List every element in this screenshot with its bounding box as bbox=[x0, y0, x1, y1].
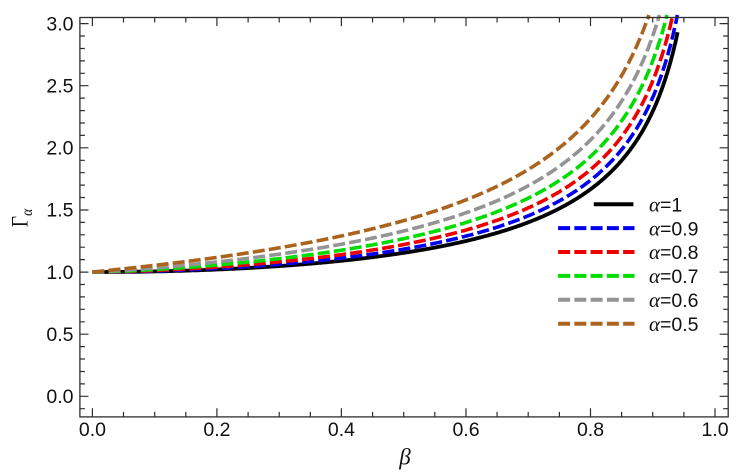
svg-text:0.4: 0.4 bbox=[328, 419, 355, 441]
svg-text:α=0.6: α=0.6 bbox=[649, 288, 699, 312]
svg-text:3.0: 3.0 bbox=[46, 13, 73, 35]
svg-text:0.5: 0.5 bbox=[46, 324, 73, 346]
svg-text:2.5: 2.5 bbox=[46, 75, 73, 97]
svg-text:0.8: 0.8 bbox=[577, 419, 604, 441]
svg-text:α=0.7: α=0.7 bbox=[649, 264, 699, 288]
svg-text:1.0: 1.0 bbox=[46, 262, 73, 284]
svg-text:α=0.5: α=0.5 bbox=[649, 312, 699, 336]
svg-text:α=1: α=1 bbox=[649, 192, 682, 216]
svg-text:2.0: 2.0 bbox=[46, 138, 73, 160]
svg-text:α=0.8: α=0.8 bbox=[649, 240, 699, 264]
svg-text:1.0: 1.0 bbox=[701, 419, 728, 441]
svg-text:α=0.9: α=0.9 bbox=[649, 216, 699, 240]
svg-text:0.2: 0.2 bbox=[203, 419, 230, 441]
svg-text:0.6: 0.6 bbox=[452, 419, 479, 441]
svg-text:β: β bbox=[398, 445, 411, 470]
svg-text:0.0: 0.0 bbox=[79, 419, 106, 441]
svg-text:0.0: 0.0 bbox=[46, 386, 73, 408]
svg-text:1.5: 1.5 bbox=[46, 200, 73, 222]
